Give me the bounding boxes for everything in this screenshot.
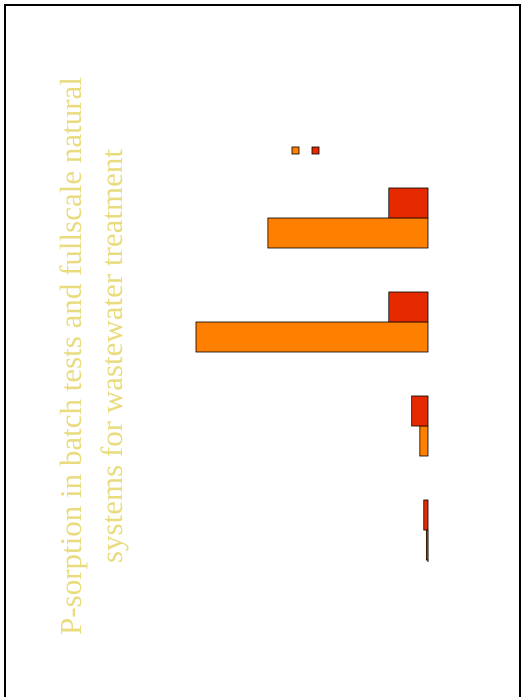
bar-series2-group1 xyxy=(423,499,429,531)
bar-series2-group4 xyxy=(388,187,429,219)
bar-series2-group3 xyxy=(388,291,429,323)
slide-frame: P-sorption in batch tests and fullscale … xyxy=(4,4,521,697)
bar-chart xyxy=(195,146,429,562)
legend-swatch-series2 xyxy=(311,146,320,155)
legend-swatch-series1 xyxy=(291,146,300,155)
bar-series2-group2 xyxy=(411,395,429,427)
bar-series1-group2 xyxy=(419,425,429,457)
bar-series1-group4 xyxy=(267,217,429,249)
bar-series1-group3 xyxy=(195,321,429,353)
